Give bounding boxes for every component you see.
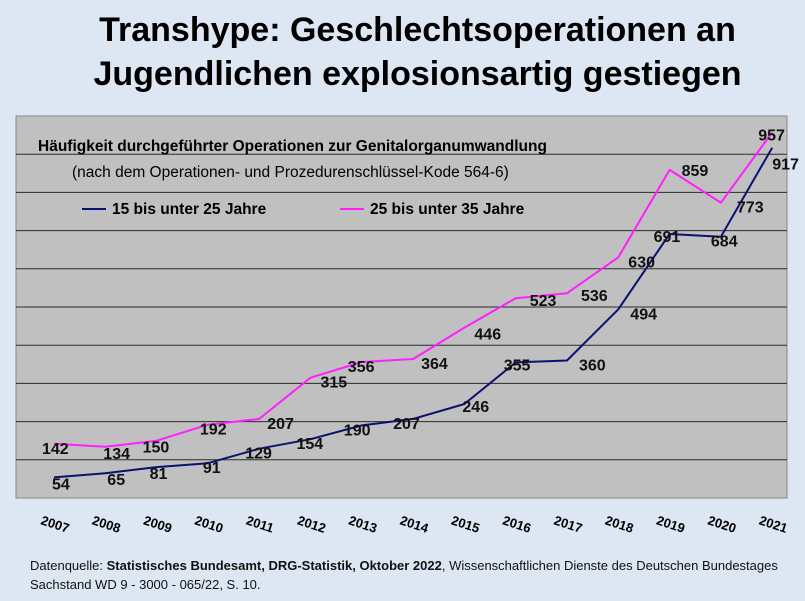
- data-label-s2-2014: 364: [421, 356, 448, 373]
- chart-subtitle: (nach dem Operationen- und Prozedurensch…: [72, 164, 509, 181]
- data-label-s1-2018: 494: [630, 306, 657, 323]
- data-label-s1-2012: 154: [297, 436, 324, 453]
- data-label-s2-2021: 957: [758, 127, 785, 144]
- data-label-s1-2010: 91: [203, 460, 221, 477]
- data-label-s1-2016: 355: [504, 357, 531, 374]
- legend-label-2: 25 bis unter 35 Jahre: [370, 201, 525, 218]
- chart-title: Häufigkeit durchgeführter Operationen zu…: [38, 138, 547, 155]
- data-label-s1-2019: 691: [654, 229, 681, 246]
- x-tick-2019: 2019: [655, 513, 687, 536]
- x-tick-2017: 2017: [552, 513, 584, 536]
- data-label-s1-2007: 54: [52, 476, 70, 493]
- x-tick-2008: 2008: [90, 513, 122, 536]
- page-title: Transhype: Geschlechtsoperationen an Jug…: [0, 8, 805, 96]
- x-tick-2018: 2018: [603, 513, 635, 536]
- data-label-s1-2008: 65: [107, 472, 125, 489]
- source-note: Datenquelle: Statistisches Bundesamt, DR…: [30, 556, 790, 594]
- x-tick-labels: 2007 2008 2009 2010 2011 2012 2013 2014 2015 2016…: [39, 513, 789, 536]
- data-label-s1-2017: 360: [579, 357, 606, 374]
- data-label-s1-2020: 684: [711, 234, 738, 251]
- data-label-s2-2017: 536: [581, 288, 608, 305]
- data-label-s2-2015: 446: [474, 327, 501, 344]
- x-tick-2010: 2010: [193, 513, 225, 536]
- gridlines: [16, 153, 787, 461]
- source-bold: Statistisches Bundesamt, DRG-Statistik, …: [106, 558, 442, 573]
- series-line-1: [53, 147, 774, 479]
- data-label-s2-2018: 630: [628, 254, 655, 271]
- legend-label-1: 15 bis unter 25 Jahre: [112, 201, 267, 218]
- x-tick-2011: 2011: [244, 513, 275, 536]
- source-rest: , Wissenschaftlichen Dienste des Deutsch…: [30, 558, 778, 592]
- data-label-s1-2009: 81: [150, 466, 168, 483]
- series-line-2: [53, 131, 774, 448]
- data-label-s1-2014: 207: [393, 416, 420, 433]
- data-label-s2-2016: 523: [530, 293, 557, 310]
- title-line-1: Transhype: Geschlechtsoperationen an: [99, 11, 736, 49]
- data-label-s2-2007: 142: [42, 441, 69, 458]
- x-tick-2009: 2009: [142, 513, 174, 536]
- data-labels: 54 65 81 91 129 154 190 207 246 355 360 494 691 684 91…: [42, 127, 799, 493]
- data-label-s2-2008: 134: [103, 446, 130, 463]
- x-tick-2014: 2014: [398, 513, 431, 536]
- data-label-s1-2011: 129: [245, 446, 272, 463]
- data-label-s2-2011: 207: [267, 416, 294, 433]
- data-label-s1-2021: 917: [772, 157, 799, 174]
- data-label-s1-2015: 246: [462, 399, 489, 416]
- x-tick-2012: 2012: [296, 513, 328, 536]
- x-tick-2013: 2013: [347, 513, 379, 536]
- data-label-s2-2009: 150: [143, 440, 170, 457]
- data-label-s2-2012: 315: [321, 375, 348, 392]
- data-label-s2-2020: 773: [737, 200, 764, 217]
- data-label-s1-2013: 190: [344, 422, 371, 439]
- data-label-s2-2019: 859: [682, 163, 709, 180]
- x-tick-2015: 2015: [449, 513, 481, 536]
- x-tick-2016: 2016: [501, 513, 533, 536]
- data-label-s2-2010: 192: [200, 422, 227, 439]
- x-tick-2020: 2020: [706, 513, 738, 536]
- legend: 15 bis unter 25 Jahre 25 bis unter 35 Jah…: [82, 201, 525, 218]
- data-label-s2-2013: 356: [348, 359, 375, 376]
- source-prefix: Datenquelle:: [30, 558, 107, 573]
- series-lines: [53, 131, 774, 479]
- x-tick-2007: 2007: [39, 513, 71, 536]
- x-tick-2021: 2021: [757, 513, 789, 536]
- title-line-2: Jugendlichen explosionsartig gestiegen: [93, 55, 742, 93]
